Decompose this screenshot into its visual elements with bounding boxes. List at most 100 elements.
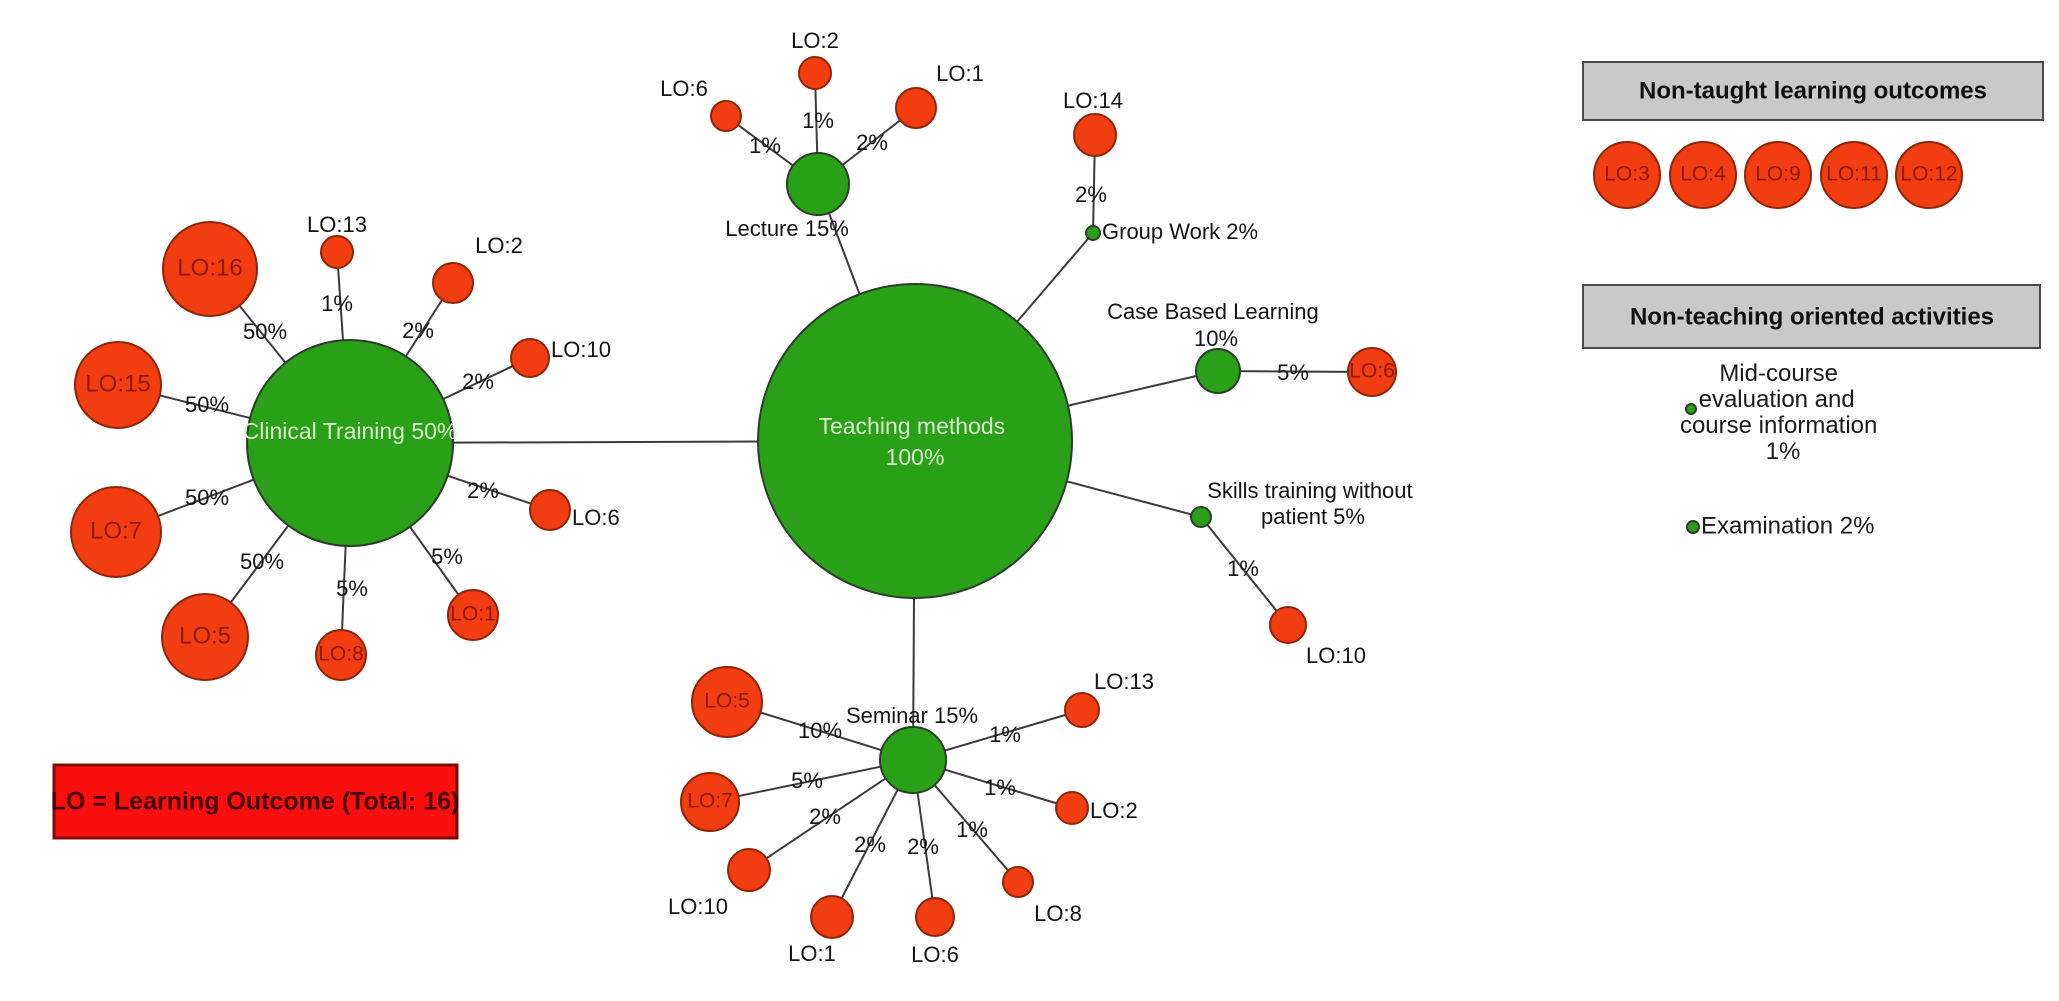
- outcome-circle-lo14: [1073, 113, 1117, 157]
- edge-pct-seminar-lo1: 2%: [854, 832, 886, 857]
- edge-skills-lo10: [1200, 516, 1289, 626]
- edge-seminar-lo7: [709, 759, 914, 803]
- examination-label: Examination 2%: [1701, 512, 1874, 539]
- outcome-circle-sem-lo7: [680, 772, 740, 832]
- node-case-based-learning: Case Based Learning 10%: [1107, 299, 1325, 394]
- clinical-outcomes: LO:16 50% LO:13 1% LO:2 2% LO:10 2% LO:6…: [70, 212, 620, 681]
- legend-non-teaching-header: [1582, 284, 2041, 349]
- node-skills-training: Skills training without patient 5%: [1190, 478, 1419, 529]
- note-box-text: LO = Learning Outcome (Total: 16): [51, 788, 460, 816]
- outcome-label-sem-lo5: LO:5: [704, 690, 750, 713]
- case-based-outcomes: LO:6 5%: [1277, 347, 1397, 397]
- outcome-circle-lo13: [320, 235, 354, 269]
- legend-label-lo4: LO:4: [1680, 163, 1726, 186]
- edge-casebased-lo6: [1217, 370, 1373, 373]
- legend-non-teaching-title: Non-teaching oriented activities: [1630, 303, 1994, 330]
- legend-non-teaching: Non-teaching oriented activities Mid-cou…: [1582, 284, 2041, 539]
- outcome-label-lo13: LO:13: [307, 212, 367, 237]
- skills-training-dot: [1190, 506, 1212, 528]
- edge-pct-seminar-lo13: 1%: [989, 722, 1021, 747]
- outcome-label-sem-lo6: LO:6: [911, 942, 959, 967]
- outcome-circle-lo7: [70, 486, 162, 578]
- outcome-label-lecture-lo1: LO:1: [936, 61, 984, 86]
- clinical-training-circle: [246, 339, 454, 547]
- seminar-circle: [879, 726, 947, 794]
- group-work-outcomes: LO:14 2%: [1063, 88, 1123, 207]
- edge-pct-skills-lo10: 1%: [1227, 556, 1259, 581]
- edge-pct-clinical-lo7: 50%: [185, 485, 229, 510]
- outcome-label-lo15: LO:15: [85, 370, 150, 397]
- outcome-circle-lecture-lo2: [798, 56, 832, 90]
- legend-label-lo11: LO:11: [1826, 163, 1882, 186]
- legend-non-taught-header: [1582, 61, 2044, 121]
- outcome-label-lo1: LO:1: [450, 603, 496, 626]
- teaching-methods-label: Teaching methods 100%: [818, 413, 1011, 470]
- note-box-rect: [52, 763, 459, 840]
- outcome-label-lo2: LO:2: [475, 233, 523, 258]
- outcome-circle-sem-lo2: [1055, 791, 1089, 825]
- mid-course-label: Mid-course evaluation and course informa…: [1680, 360, 1884, 465]
- outcome-label-cbl-lo6: LO:6: [1349, 360, 1395, 383]
- outcome-circle-sem-lo10: [727, 848, 771, 892]
- clinical-training-label: Clinical Training 50%: [243, 418, 458, 444]
- edge-pct-clinical-lo2: 2%: [402, 318, 434, 343]
- outcome-circle-lo5: [161, 593, 249, 681]
- outcome-circle-lo16: [162, 221, 258, 317]
- group-work-label: Group Work 2%: [1102, 219, 1258, 244]
- node-seminar: Seminar 15%: [846, 703, 978, 794]
- outcome-circle-lo2: [432, 262, 474, 304]
- outcome-label-lo14: LO:14: [1063, 88, 1123, 113]
- node-lecture: Lecture 15%: [725, 152, 850, 241]
- outcome-label-lecture-lo2: LO:2: [791, 28, 839, 53]
- seminar-label: Seminar 15%: [846, 703, 978, 728]
- edge-pct-groupwork-lo14: 2%: [1075, 182, 1107, 207]
- seminar-outcomes: LO:5 10% LO:7 5% LO:10 2% LO:1 2% LO:6 2…: [668, 666, 1154, 967]
- outcome-circle-lecture-lo6: [710, 100, 742, 132]
- outcome-circle-sem-lo5: [691, 666, 763, 738]
- outcome-label-sem-lo8: LO:8: [1034, 901, 1082, 926]
- legend-label-lo9: LO:9: [1755, 163, 1801, 186]
- outcome-circle-lo10: [510, 338, 550, 378]
- node-clinical-training: Clinical Training 50%: [243, 339, 458, 547]
- edge-pct-clinical-lo1: 5%: [431, 544, 463, 569]
- edge-pct-seminar-lo8: 1%: [956, 817, 988, 842]
- lecture-circle: [786, 152, 850, 216]
- lecture-outcomes: LO:6 1% LO:2 1% LO:1 2%: [660, 28, 984, 158]
- legend-label-lo12: LO:12: [1900, 163, 1957, 186]
- legend-circle-lo12: [1895, 141, 1963, 209]
- legend-circle-lo4: [1669, 141, 1737, 209]
- outcome-label-lo6: LO:6: [572, 505, 620, 530]
- outcome-label-lo8: LO:8: [318, 643, 364, 666]
- outcome-label-sem-lo13: LO:13: [1094, 669, 1154, 694]
- outcome-label-skills-lo10: LO:10: [1306, 643, 1366, 668]
- edge-pct-clinical-lo13: 1%: [321, 291, 353, 316]
- group-work-dot: [1085, 225, 1101, 241]
- edge-pct-seminar-lo2: 1%: [984, 775, 1016, 800]
- node-group-work: Group Work 2%: [1085, 219, 1258, 244]
- legend-non-taught-title: Non-taught learning outcomes: [1639, 77, 1987, 104]
- case-based-circle: [1195, 348, 1241, 394]
- edge-pct-clinical-lo5: 50%: [240, 549, 284, 574]
- edge-pct-seminar-lo5: 10%: [798, 718, 842, 743]
- legend-circle-lo9: [1744, 141, 1812, 209]
- edge-pct-seminar-lo7: 5%: [791, 768, 823, 793]
- edge-pct-clinical-lo10: 2%: [462, 369, 494, 394]
- skills-training-label: Skills training without patient 5%: [1207, 478, 1419, 529]
- edge-pct-seminar-lo6: 2%: [907, 834, 939, 859]
- edge-pct-seminar-lo10: 2%: [809, 804, 841, 829]
- outcome-circle-lo8: [315, 629, 367, 681]
- edge-pct-lecture-lo1: 2%: [856, 130, 888, 155]
- node-teaching-methods: Teaching methods 100%: [757, 283, 1073, 599]
- legend-non-taught: Non-taught learning outcomes LO:3 LO:4 L…: [1582, 61, 2044, 209]
- outcome-circle-sem-lo8: [1002, 866, 1034, 898]
- edge-pct-clinical-lo8: 5%: [336, 576, 368, 601]
- outcome-circle-lo15: [74, 341, 162, 429]
- outcome-label-sem-lo10: LO:10: [668, 894, 728, 919]
- case-based-label: Case Based Learning 10%: [1107, 299, 1325, 351]
- lecture-label: Lecture 15%: [725, 216, 849, 241]
- edge-pct-clinical-lo6: 2%: [467, 478, 499, 503]
- teaching-methods-circle: [757, 283, 1073, 599]
- outcome-circle-lo1: [447, 589, 499, 641]
